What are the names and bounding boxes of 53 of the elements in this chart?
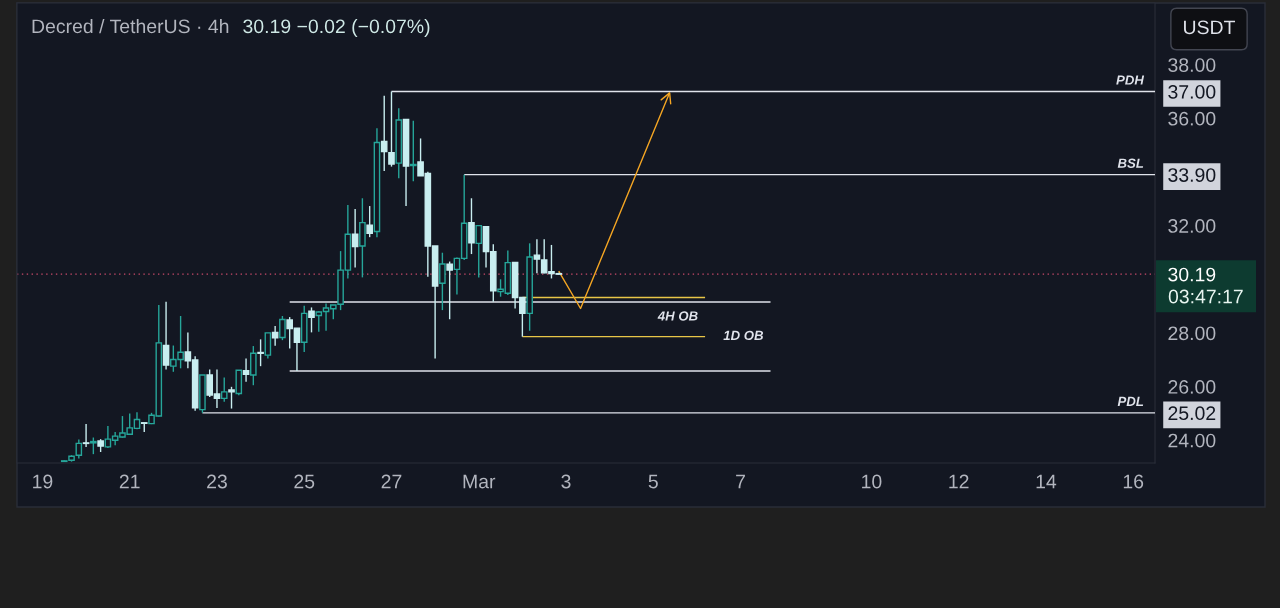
candlestick [228,386,235,410]
y-tick-label: 28.00 [1168,326,1216,341]
candlestick [409,120,417,183]
y-tick-label: 37.00 [1168,84,1216,99]
candlestick [439,252,446,311]
candlestick [235,369,243,396]
candlestick [359,197,366,279]
x-tick-label: 5 [648,474,658,489]
y-tick-label: 36.00 [1168,111,1216,126]
series-label: 4H OB [657,311,698,321]
candlestick [388,90,395,168]
x-tick-label: 27 [381,474,402,489]
candlestick [242,357,250,383]
y-tick-label: 25.02 [1168,406,1216,421]
candlestick [366,205,373,238]
x-tick-label: 10 [862,474,882,489]
series-label: PDH [1116,75,1145,85]
text: Decred / TetherUS · 4h [32,18,229,34]
text: 03:47:17 [1168,289,1243,304]
series-label: BSL [1117,158,1144,168]
candlestick [380,95,388,172]
series-label: PDL [1117,396,1144,406]
x-tick-label: 14 [1036,474,1057,489]
text: 30.19 −0.02 (−0.07%) [243,18,430,38]
candlestick [162,301,170,371]
y-tick-label: 30.19 [1168,267,1216,282]
y-axis-title: USDT [1184,20,1236,35]
y-tick-label: 26.00 [1168,380,1216,394]
x-tick-label: 23 [207,474,227,489]
candlestick [257,338,264,367]
candlestick [82,423,90,448]
text: 1D OB [723,330,764,341]
y-tick-label: 24.00 [1168,433,1216,448]
candlestick [468,197,475,255]
candlestick [308,306,315,334]
candlestick [75,438,83,460]
y-tick-label: 33.90 [1168,168,1216,182]
x-tick-label: 7 [736,474,745,489]
x-tick-label: 25 [294,474,315,489]
candlestick [279,315,286,341]
x-tick-label: 21 [119,474,140,489]
y-tick-label: 38.00 [1168,58,1216,72]
x-tick-label: 19 [33,474,53,489]
y-tick-label: 32.00 [1168,219,1216,233]
candlestick [264,332,272,360]
x-tick-label: 16 [1123,474,1144,489]
x-tick-label: 3 [561,474,571,489]
candlestick [220,376,228,403]
candlestick [446,260,453,320]
candlestick [475,224,483,279]
x-tick-label: Mar [463,474,496,489]
candlestick [250,345,257,386]
x-tick-label: 12 [949,474,969,489]
